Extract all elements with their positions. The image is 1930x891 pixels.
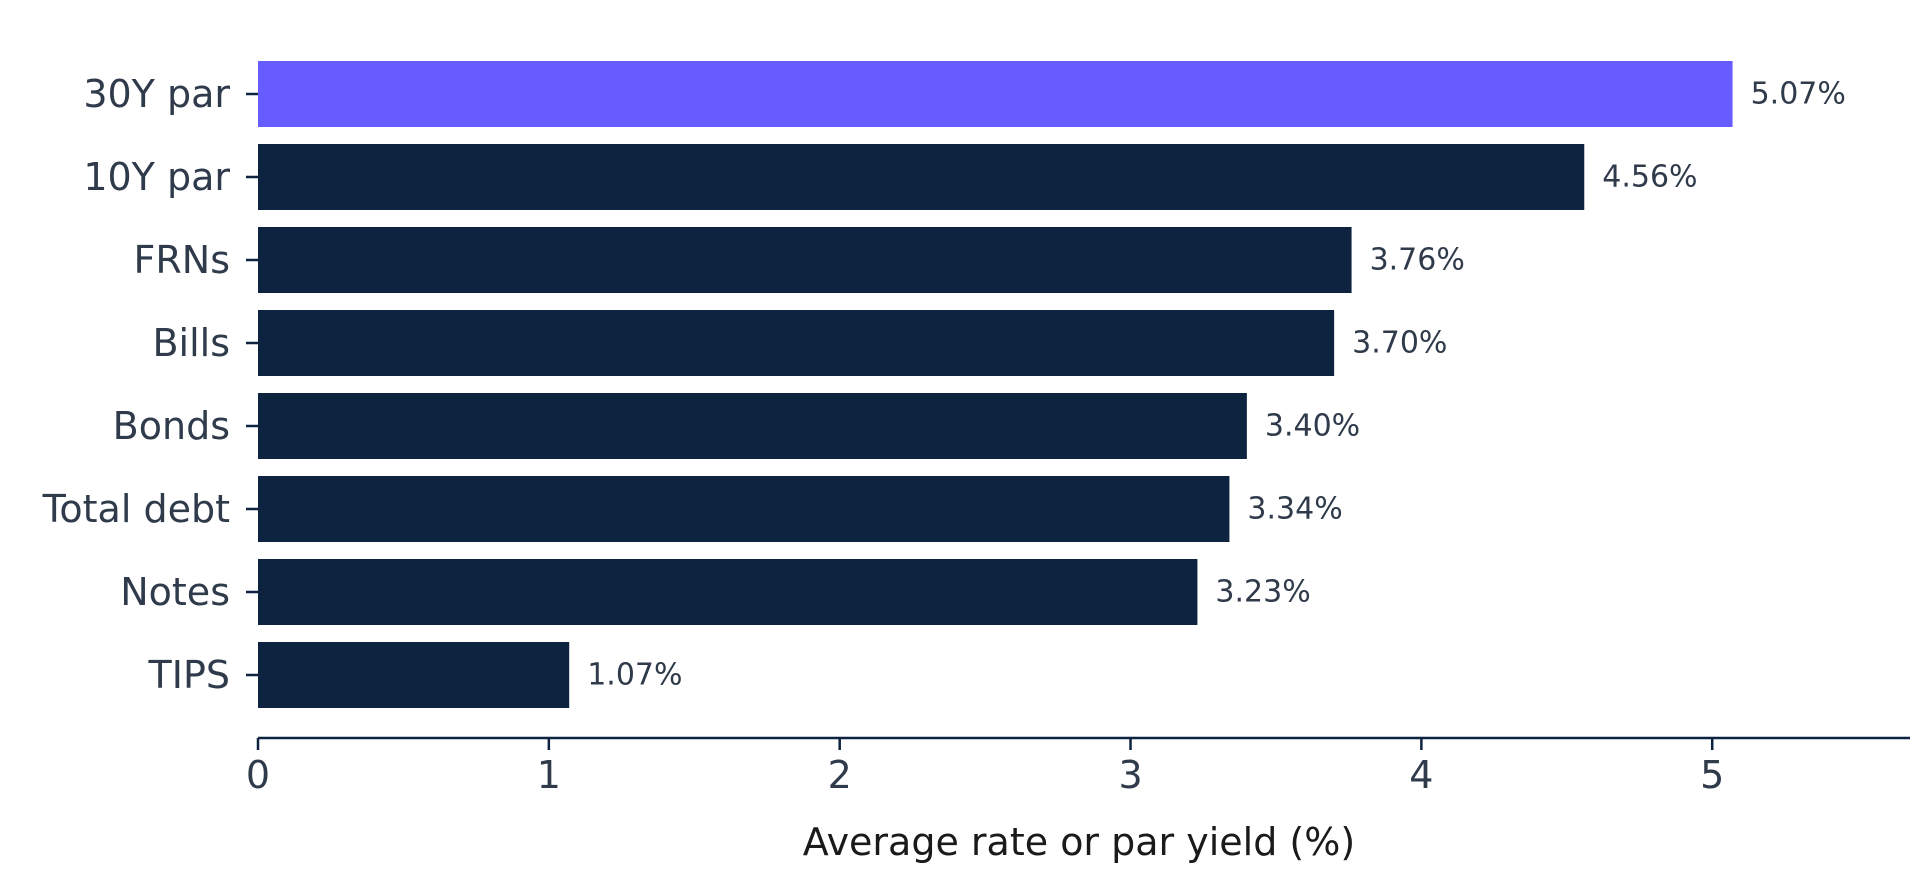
bar-bills (258, 310, 1335, 376)
x-tick-label-2: 2 (828, 753, 852, 797)
value-label-frns: 3.76% (1370, 243, 1465, 278)
value-label-bills: 3.70% (1352, 326, 1447, 361)
bar-frns (258, 227, 1352, 293)
bar-bonds (258, 393, 1247, 459)
value-label-30y-par: 5.07% (1751, 77, 1846, 112)
x-axis: 0 1 2 3 4 5 (246, 736, 1910, 797)
value-label-10y-par: 4.56% (1602, 160, 1697, 195)
category-label-30y-par: 30Y par (83, 72, 230, 116)
category-label-frns: FRNs (134, 238, 230, 282)
bar-tips (258, 642, 570, 708)
x-tick-label-4: 4 (1409, 753, 1433, 797)
value-label-tips: 1.07% (587, 658, 682, 693)
bar-notes (258, 559, 1198, 625)
x-tick-label-0: 0 (246, 753, 270, 797)
bar-10y-par (258, 144, 1585, 210)
value-label-total-debt: 3.34% (1247, 492, 1342, 527)
category-label-10y-par: 10Y par (83, 155, 230, 199)
value-label-bonds: 3.40% (1265, 409, 1360, 444)
value-label-notes: 3.23% (1215, 575, 1310, 610)
category-label-bills: Bills (152, 321, 230, 365)
value-labels-layer: 5.07% 4.56% 3.76% 3.70% 3.40% 3.34% 3.23% 1.07% (587, 77, 1846, 693)
category-labels-layer: 30Y par 10Y par FRNs Bills Bonds Total debt No… (42, 72, 258, 697)
bars-layer (258, 61, 1733, 708)
x-tick-label-3: 3 (1118, 753, 1142, 797)
category-label-total-debt: Total debt (42, 487, 230, 531)
category-label-bonds: Bonds (113, 404, 230, 448)
category-label-notes: Notes (120, 570, 230, 614)
bar-total-debt (258, 476, 1230, 542)
bar-30y-par (258, 61, 1733, 127)
x-tick-label-1: 1 (537, 753, 561, 797)
x-axis-title: Average rate or par yield (%) (803, 820, 1355, 864)
x-tick-label-5: 5 (1700, 753, 1724, 797)
category-label-tips: TIPS (148, 653, 230, 697)
